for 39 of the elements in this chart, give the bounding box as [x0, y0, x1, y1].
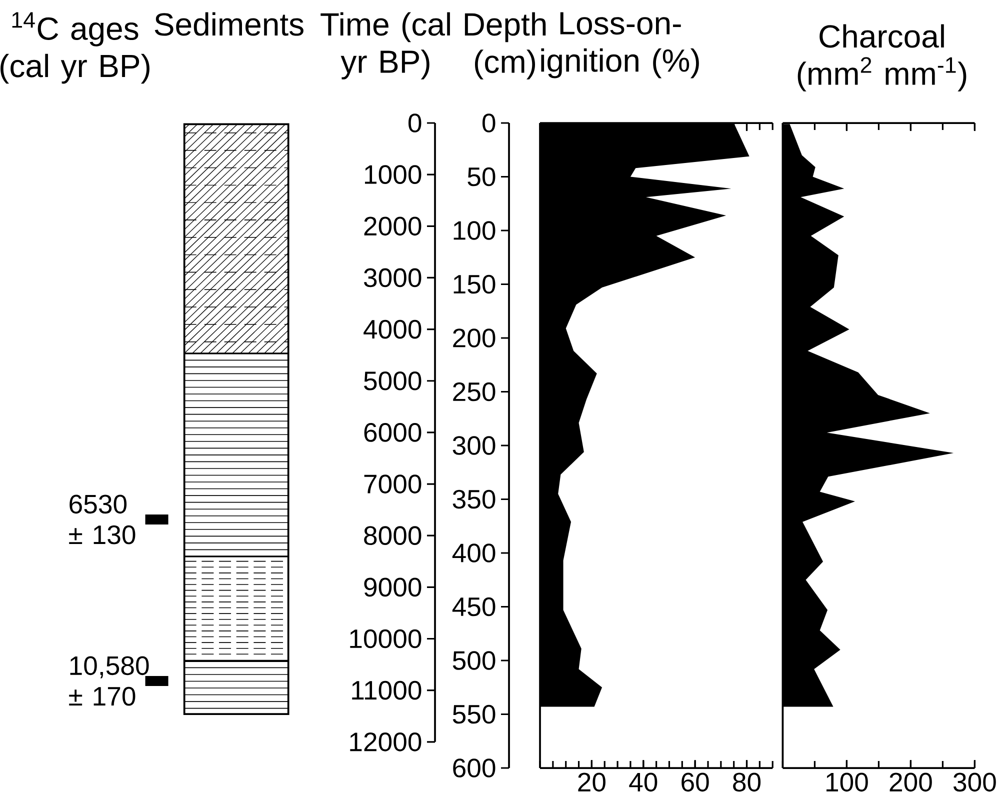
y-tick-label: 350: [452, 490, 496, 509]
y2-tick-label: 8000: [364, 526, 422, 546]
y-tick-label: 450: [452, 597, 496, 616]
x-tick-label: 40: [629, 772, 658, 792]
y2-tick-label: 12000: [350, 732, 422, 752]
y2-tick-label: 5000: [364, 371, 422, 390]
y2-tick-label: 2000: [364, 216, 422, 236]
y-tick-label: 200: [453, 328, 496, 348]
y-tick-label: 600: [453, 758, 496, 778]
x-tick-label: 80: [733, 772, 761, 792]
y2-tick-label: 3000: [364, 268, 422, 288]
y2-tick-label: 0: [408, 114, 422, 132]
x-tick-label: 200: [890, 772, 932, 792]
y-tick-label: 500: [452, 651, 496, 670]
y-tick-label: 50: [468, 167, 496, 186]
y-tick-label: 550: [452, 704, 496, 724]
y-tick-label: 400: [452, 544, 496, 562]
y-tick-label: 250: [453, 382, 496, 402]
y2-tick-label: 6000: [364, 423, 422, 442]
text: 10,580 ± 170: [69, 656, 149, 706]
y2-tick-label: 10000: [350, 629, 422, 648]
y2-tick-label: 4000: [364, 320, 422, 339]
x-tick-label: 20: [578, 772, 606, 792]
y-tick-label: 100: [454, 221, 496, 240]
x-tick-label: 300: [953, 772, 996, 792]
text: $^{14}$C ages (cal yr BP): [0, 12, 150, 84]
y-tick-label: 300: [452, 436, 496, 455]
x-tick-label: 60: [682, 772, 709, 792]
x-tick-label: 100: [826, 772, 868, 792]
y2-tick-label: 1000: [364, 165, 422, 184]
y2-tick-label: 9000: [364, 578, 422, 597]
y2-tick-label: 11000: [352, 680, 422, 700]
x-axis-title: Charcoal (mm$^{2}$ mm$^{-1}$): [798, 24, 966, 92]
y-tick-label: 0: [482, 114, 496, 132]
text: 6530 ± 130: [69, 494, 136, 544]
y2-axis-title: Time (cal yr BP): [320, 12, 450, 80]
text: Sediments: [154, 12, 304, 36]
y2-tick-label: 7000: [364, 474, 422, 494]
y-tick-label: 150: [454, 274, 496, 294]
